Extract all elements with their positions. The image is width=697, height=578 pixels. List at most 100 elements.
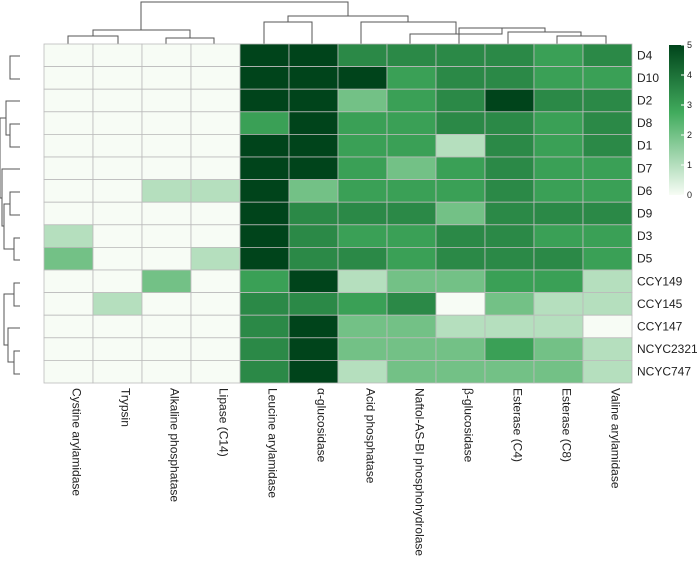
heatmap-cell — [337, 314, 388, 339]
heatmap-cell — [337, 156, 388, 181]
heatmap-cell — [141, 246, 192, 271]
column-label: Trypsin — [119, 388, 133, 427]
heatmap-cell — [386, 179, 437, 203]
column-label: Naftol-AS-BI phosphohydrolase — [413, 388, 427, 556]
heatmap-cell — [533, 201, 584, 226]
heatmap-cell — [43, 359, 94, 384]
heatmap-cell — [141, 292, 192, 316]
heatmap-cell — [435, 88, 486, 113]
heatmap-cell — [533, 43, 584, 68]
heatmap-cell — [484, 269, 535, 294]
heatmap-cell — [92, 269, 143, 294]
heatmap-cell — [288, 66, 339, 90]
heatmap-cell — [386, 133, 437, 158]
heatmap-cell — [239, 66, 290, 90]
heatmap-cell — [190, 201, 241, 226]
column-labels: Cystine arylamidase Trypsin Alkaline phosp… — [70, 388, 623, 556]
heatmap-cell — [484, 111, 535, 135]
row-labels: D4 D10 D2 D8 D1 D7 D6 D9 D3 D5 CCY149 CCY145 CCY147 N… — [637, 48, 697, 378]
col-dendro-link — [507, 31, 582, 44]
heatmap-cell — [386, 314, 437, 339]
heatmap-cell — [288, 359, 339, 384]
row-label: CCY147 — [637, 320, 683, 334]
heatmap-cell — [582, 133, 633, 158]
row-dendro-link — [9, 123, 20, 148]
heatmap-cell — [386, 269, 437, 294]
heatmap-cell — [386, 292, 437, 316]
heatmap-cell — [92, 224, 143, 248]
heatmap-cell — [43, 269, 94, 294]
heatmap-cell — [386, 66, 437, 90]
row-dendrogram — [0, 55, 20, 375]
heatmap-cell — [386, 337, 437, 361]
heatmap-cell — [288, 269, 339, 294]
heatmap-cell — [190, 337, 241, 361]
row-label: NCYC747 — [637, 365, 691, 379]
heatmap-cell — [337, 292, 388, 316]
heatmap-cell — [190, 88, 241, 113]
heatmap-cell — [92, 156, 143, 181]
heatmap-cell — [141, 43, 192, 68]
heatmap-cell — [337, 269, 388, 294]
row-label: D10 — [637, 71, 659, 85]
row-label: D7 — [637, 161, 653, 175]
row-dendro-link — [13, 282, 20, 307]
column-label: Esterase (C8) — [560, 388, 574, 462]
heatmap-cell — [582, 66, 633, 90]
row-label: D6 — [637, 184, 653, 198]
col-dendro-link — [287, 15, 409, 22]
heatmap-cell — [92, 88, 143, 113]
row-dendro-link — [13, 237, 20, 261]
column-label: Alkaline phosphatase — [168, 388, 182, 502]
heatmap-cell — [484, 246, 535, 271]
row-label: D3 — [637, 229, 653, 243]
heatmap-cell — [533, 156, 584, 181]
row-dendro-link — [3, 293, 14, 346]
column-label: α-glucosidase — [315, 388, 329, 463]
heatmap-cell — [92, 179, 143, 203]
heatmap-cell — [582, 224, 633, 248]
heatmap-cell — [435, 66, 486, 90]
heatmap-cell — [435, 224, 486, 248]
heatmap-cell — [484, 156, 535, 181]
column-label: Valine arylamidase — [609, 388, 623, 489]
heatmap-cell — [435, 269, 486, 294]
col-dendro-link — [263, 21, 313, 44]
row-dendro-link — [3, 203, 14, 250]
col-dendro-link — [360, 21, 457, 44]
row-dendro-link — [13, 350, 20, 375]
legend-tick-label: 4 — [687, 70, 692, 80]
heatmap-cell — [43, 292, 94, 316]
heatmap-cell — [43, 337, 94, 361]
legend-tick-label: 5 — [687, 40, 692, 50]
heatmap-cell — [288, 88, 339, 113]
heatmap-cell — [288, 224, 339, 248]
heatmap-cell — [484, 201, 535, 226]
heatmap-cell — [239, 224, 290, 248]
heatmap-cell — [435, 179, 486, 203]
heatmap-cell — [386, 201, 437, 226]
heatmap-cell — [92, 133, 143, 158]
heatmap-cell — [337, 133, 388, 158]
heatmap-cell — [43, 88, 94, 113]
column-label: Lipase (C14) — [217, 388, 231, 457]
heatmap-cell — [239, 314, 290, 339]
col-dendro-link — [92, 29, 191, 38]
heatmap-cell — [141, 224, 192, 248]
heatmap-cell — [190, 133, 241, 158]
heatmap-cell — [239, 179, 290, 203]
heatmap-cell — [533, 292, 584, 316]
heatmap-cell — [239, 292, 290, 316]
heatmap-cell — [582, 337, 633, 361]
column-dendrogram — [67, 1, 607, 44]
heatmap-cell — [582, 292, 633, 316]
heatmap-cell — [533, 337, 584, 361]
heatmap-cell — [239, 43, 290, 68]
heatmap-cell — [141, 179, 192, 203]
heatmap-cell — [239, 359, 290, 384]
heatmap-cell — [386, 111, 437, 135]
heatmap-cell — [43, 224, 94, 248]
legend-tick-label: 3 — [687, 100, 692, 110]
heatmap-cell — [533, 314, 584, 339]
heatmap-cell — [190, 43, 241, 68]
